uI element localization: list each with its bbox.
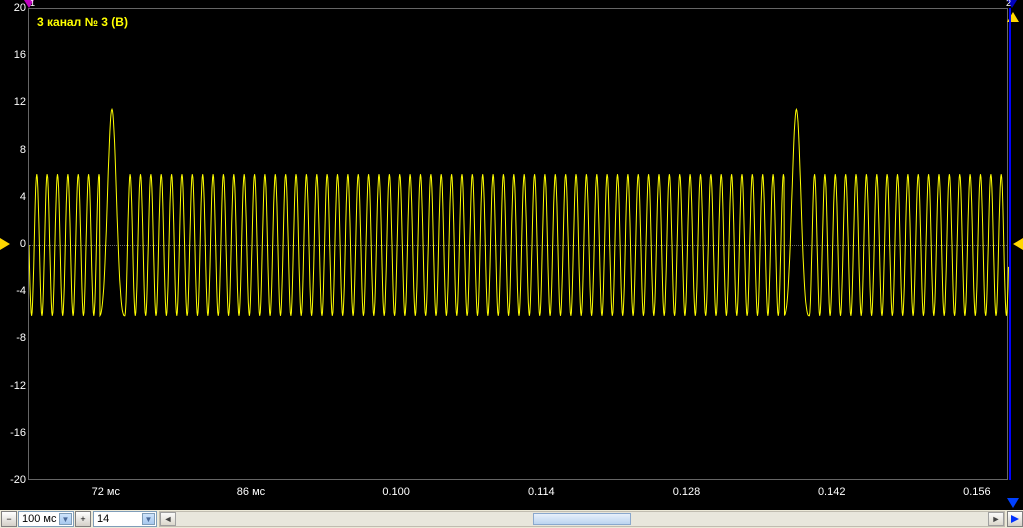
chevron-down-icon: ▼ — [59, 513, 72, 525]
y-tick-label: 8 — [20, 144, 26, 156]
y-tick-label: -4 — [16, 285, 26, 297]
y-tick-label: 12 — [14, 96, 26, 108]
scroll-right-button[interactable]: ► — [988, 512, 1004, 526]
cursor-2-label: 2 — [1006, 0, 1011, 8]
x-tick-label: 0.156 — [963, 486, 991, 498]
play-button[interactable] — [1007, 511, 1023, 527]
timebase-select[interactable]: 100 мс ▼ — [18, 511, 74, 527]
scrollbar-thumb[interactable] — [533, 513, 630, 525]
oscilloscope-plot: 201612840-4-8-12-16-20 3 канал № 3 (В) 7… — [0, 0, 1023, 510]
y-tick-label: -16 — [10, 427, 26, 439]
y-tick-label: 0 — [20, 238, 26, 250]
right-cursor-bar[interactable] — [1009, 8, 1011, 480]
scroll-down-indicator[interactable] — [1007, 498, 1019, 508]
x-tick-label: 0.114 — [528, 486, 555, 498]
x-tick-label: 0.128 — [673, 486, 701, 498]
zero-level-marker-right[interactable] — [1013, 238, 1023, 250]
channel-select[interactable]: 14 ▼ — [93, 511, 157, 527]
time-scrollbar[interactable]: ◄ ► — [159, 511, 1005, 527]
timebase-value: 100 мс — [22, 513, 56, 525]
cursor-1-label: 1 — [30, 0, 35, 8]
x-axis: 72 мс 86 мс 0.100 0.114 0.128 0.142 0.156 — [0, 484, 1023, 510]
play-icon — [1010, 514, 1020, 524]
y-tick-label: -8 — [16, 332, 26, 344]
y-tick-label: -12 — [10, 380, 26, 392]
plot-canvas[interactable]: 3 канал № 3 (В) — [28, 8, 1008, 480]
scroll-left-button[interactable]: ◄ — [160, 512, 176, 526]
x-tick-label: 0.142 — [818, 486, 846, 498]
timebase-increment-button[interactable]: + — [75, 511, 91, 527]
x-tick-label: 72 мс — [92, 486, 120, 498]
bottom-toolbar: − 100 мс ▼ + 14 ▼ ◄ ► — [0, 510, 1023, 528]
y-tick-label: 16 — [14, 49, 26, 61]
y-axis: 201612840-4-8-12-16-20 — [0, 0, 28, 510]
timebase-decrement-button[interactable]: − — [1, 511, 17, 527]
x-tick-label: 0.100 — [382, 486, 410, 498]
zero-level-marker-left[interactable] — [0, 238, 10, 250]
waveform — [29, 9, 1009, 481]
x-tick-label: 86 мс — [237, 486, 265, 498]
chevron-down-icon: ▼ — [142, 513, 155, 525]
y-tick-label: 4 — [20, 191, 26, 203]
channel-select-value: 14 — [97, 513, 109, 525]
